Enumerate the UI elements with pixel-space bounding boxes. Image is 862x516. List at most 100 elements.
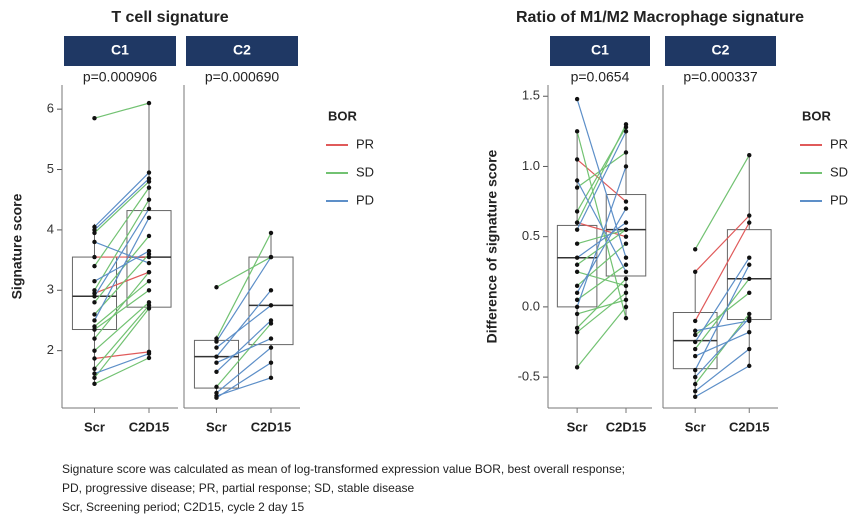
point <box>146 248 152 254</box>
p-value: p=0.000690 <box>205 69 280 85</box>
point <box>146 288 152 293</box>
pair-line <box>94 271 150 294</box>
point <box>574 290 580 296</box>
point <box>92 312 97 317</box>
pair-line <box>694 222 750 322</box>
pair-line <box>576 166 627 308</box>
pair-line <box>94 357 150 385</box>
point <box>574 311 580 317</box>
point <box>747 153 752 158</box>
point <box>92 371 97 376</box>
point <box>146 251 152 257</box>
point <box>623 220 629 225</box>
panel-header <box>550 36 650 66</box>
y-tick-label: 0.5 <box>522 228 540 243</box>
point <box>574 325 580 331</box>
pair-line <box>216 338 272 364</box>
pair-line <box>576 278 627 329</box>
point <box>747 311 752 317</box>
legend-title: BOR <box>802 108 832 123</box>
pair-line <box>216 362 272 399</box>
point <box>146 269 152 275</box>
point <box>623 276 629 281</box>
point <box>693 394 698 399</box>
pair-line <box>94 353 150 375</box>
point <box>92 227 97 233</box>
point <box>146 206 152 211</box>
point <box>214 336 219 341</box>
point <box>92 224 97 230</box>
pair-line <box>93 187 150 267</box>
point <box>268 336 274 341</box>
point <box>214 285 219 290</box>
box <box>726 229 772 321</box>
point <box>623 124 629 130</box>
y-tick-label: 4 <box>47 221 54 236</box>
point <box>574 297 580 303</box>
point <box>623 150 629 155</box>
footnote: PD, progressive disease; PR, partial res… <box>62 481 414 495</box>
pair-line <box>94 181 150 234</box>
point <box>146 260 152 266</box>
point <box>92 300 97 305</box>
pair-line <box>576 271 627 287</box>
point <box>92 327 97 332</box>
point <box>747 318 752 324</box>
y-tick-label: 0.0 <box>522 298 540 313</box>
pair-line <box>695 320 750 332</box>
point <box>693 328 698 333</box>
point <box>214 369 219 374</box>
point <box>268 375 274 381</box>
point <box>747 363 752 369</box>
pair-line <box>576 222 627 238</box>
pair-line <box>694 348 750 392</box>
point <box>92 254 97 260</box>
pair-line <box>94 172 150 228</box>
y-tick-label: 1.5 <box>522 88 540 103</box>
pair-line <box>576 131 627 230</box>
x-tick-label: C2D15 <box>251 419 291 434</box>
x-tick-label: C2D15 <box>129 419 169 434</box>
point <box>574 129 580 134</box>
point <box>146 279 152 284</box>
point <box>574 241 580 246</box>
legend-title: BOR <box>328 108 358 123</box>
pair-line <box>216 289 272 358</box>
pair-line <box>94 241 150 264</box>
point <box>214 339 219 344</box>
panel-label: C2 <box>712 42 730 58</box>
point <box>693 346 698 352</box>
point <box>623 297 629 303</box>
pair-line <box>694 313 750 385</box>
point <box>574 262 580 267</box>
pair-line <box>576 292 627 333</box>
point <box>574 304 580 310</box>
x-tick-label: C2D15 <box>606 419 646 434</box>
point <box>92 239 97 245</box>
point <box>92 116 97 121</box>
point <box>623 164 629 169</box>
panel-header <box>665 36 776 66</box>
pair-line <box>94 351 150 360</box>
point <box>623 227 629 232</box>
point <box>623 315 629 321</box>
point <box>747 213 752 218</box>
point <box>623 262 629 267</box>
footnote: Signature score was calculated as mean o… <box>62 462 625 476</box>
pair-line <box>694 365 750 398</box>
chart-title: Ratio of M1/M2 Macrophage signature <box>516 9 804 26</box>
pair-line <box>576 306 627 368</box>
point <box>623 241 629 246</box>
pair-line <box>576 208 627 294</box>
pair-line <box>215 256 272 342</box>
point <box>92 288 97 293</box>
point <box>146 100 152 106</box>
point <box>146 303 152 308</box>
pair-line <box>576 229 627 266</box>
point <box>623 199 629 204</box>
point <box>214 360 219 365</box>
y-tick-label: 3 <box>47 282 54 297</box>
point <box>92 381 97 387</box>
panel-header <box>186 36 298 66</box>
